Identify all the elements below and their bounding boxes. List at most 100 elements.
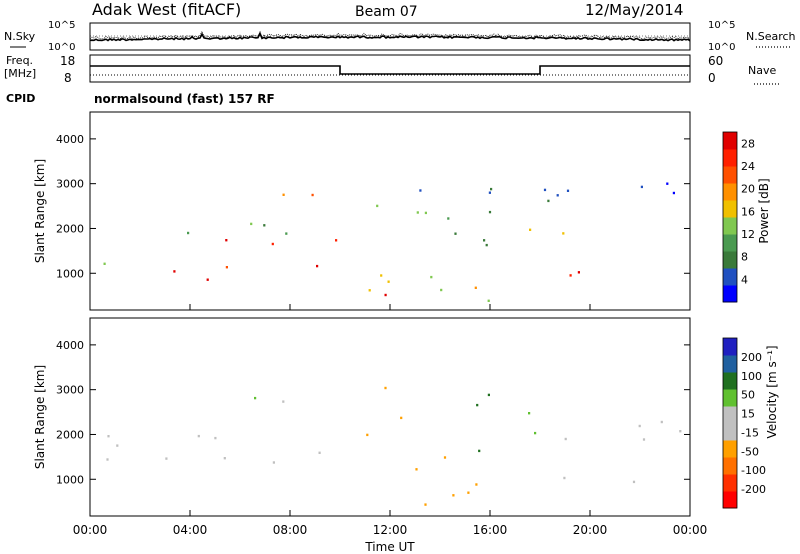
colorbar-swatch — [723, 389, 737, 407]
colorbar-tick-label: 15 — [741, 408, 755, 421]
freq-unit: [MHz] — [4, 67, 36, 80]
colorbar-tick-label: 200 — [741, 351, 762, 364]
power-panel: 1000 2000 3000 4000 Slant Range [km] 4 8 12 16… — [33, 111, 771, 311]
scatter-cell — [366, 433, 369, 437]
scatter-cell — [443, 456, 447, 459]
scatter-cell — [368, 289, 371, 292]
colorbar-tick-label: 24 — [741, 160, 755, 173]
colorbar-swatch — [723, 149, 737, 167]
scatter-cell — [400, 416, 403, 420]
y-tick-label: 4000 — [56, 133, 84, 146]
scatter-cell — [483, 239, 486, 242]
colorbar-tick-label: -50 — [741, 445, 759, 458]
colorbar-tick-label: 28 — [741, 137, 755, 150]
y-tick-label: 2000 — [56, 222, 84, 235]
beam-label: Beam 07 — [355, 4, 418, 20]
colorbar-tick-label: 100 — [741, 370, 762, 383]
scatter-cell — [478, 449, 481, 453]
x-tick-label: 12:00 — [373, 523, 408, 537]
colorbar-swatch — [723, 217, 737, 235]
colorbar-swatch — [723, 285, 737, 303]
scatter-cell — [250, 222, 253, 226]
scatter-cell — [660, 420, 663, 424]
scatter-cell — [528, 412, 531, 415]
scatter-cell — [487, 299, 490, 302]
x-tick-label: 00:00 — [73, 523, 108, 537]
scatter-cell — [475, 483, 478, 486]
scatter-cell — [556, 194, 559, 197]
colorbar-tick-label: 4 — [741, 273, 748, 286]
nave-tick-top: 60 — [708, 54, 723, 68]
cpid-label: CPID — [6, 92, 35, 105]
colorbar-swatch — [723, 251, 737, 269]
scatter-cell — [679, 430, 682, 433]
noise-tick-bottom-right: 10^0 — [708, 42, 735, 53]
scatter-cell — [640, 185, 643, 189]
freq-trace — [90, 65, 690, 75]
power-axes: 1000 2000 3000 4000 — [56, 133, 691, 310]
colorbar-frame — [722, 131, 738, 303]
scatter-cell — [488, 191, 491, 194]
x-tick-label: 04:00 — [173, 523, 208, 537]
colorbar-swatch — [723, 166, 737, 184]
scatter-cell — [223, 457, 226, 460]
scatter-cell — [564, 437, 567, 441]
scatter-cell — [282, 193, 285, 196]
scatter-cell — [384, 293, 387, 297]
scatter-cell — [490, 187, 493, 191]
y-tick-label: 1000 — [56, 267, 84, 280]
scatter-cell — [632, 480, 636, 484]
colorbar-swatch — [723, 491, 737, 509]
scatter-cell — [206, 278, 209, 281]
noise-tick-bottom-left: 10^0 — [48, 42, 75, 53]
scatter-cell — [430, 275, 433, 279]
scatter-cell — [543, 188, 547, 192]
scatter-cell — [562, 232, 565, 235]
scatter-cell — [316, 264, 319, 268]
colorbar-swatch — [723, 474, 737, 492]
noise-tick-top-left: 10^5 — [48, 20, 75, 31]
scatter-cell — [577, 271, 580, 274]
colorbar-swatch — [723, 200, 737, 218]
colorbar-swatch — [723, 338, 737, 356]
velocity-frame — [89, 317, 691, 517]
colorbar-swatch — [723, 423, 737, 441]
power-colorbar-label: Power [dB] — [757, 178, 771, 243]
scatter-cell — [487, 393, 490, 397]
scatter-cell — [642, 438, 646, 441]
scatter-cell — [384, 386, 387, 390]
y-tick-label: 4000 — [56, 339, 84, 352]
colorbar-tick-label: 20 — [741, 183, 755, 196]
x-tick-label: 08:00 — [273, 523, 308, 537]
scatter-cell — [387, 280, 390, 283]
colorbar-tick-label: -100 — [741, 464, 766, 477]
y-tick-label: 3000 — [56, 178, 84, 191]
scatter-cell — [187, 231, 190, 235]
figure-title: Adak West (fitACF) — [92, 0, 241, 19]
freq-tick-top: 18 — [60, 54, 75, 68]
scatter-cell — [529, 228, 532, 231]
scatter-cell — [173, 270, 176, 273]
scatter-cell — [547, 199, 550, 203]
x-tick-label: 16:00 — [473, 523, 508, 537]
velocity-colorbar: 200 100 50 15 -15 -50 -100 -200 — [722, 337, 766, 509]
colorbar-tick-label: 12 — [741, 228, 755, 241]
scatter-cell — [254, 396, 257, 400]
velocity-ylabel: Slant Range [km] — [33, 365, 47, 469]
noise-panel: N.Sky 10^5 10^0 10^5 10^0 N.Search — [4, 20, 796, 53]
scatter-cell — [285, 232, 288, 235]
scatter-cell — [116, 444, 119, 447]
scatter-cell — [416, 211, 419, 214]
scatter-cell — [534, 431, 537, 435]
x-tick-label: 00:00 — [673, 523, 708, 537]
scatter-cell — [311, 193, 314, 197]
scatter-cell — [263, 224, 266, 227]
x-axis-label: Time UT — [364, 540, 415, 554]
scatter-cell — [485, 243, 488, 247]
cpid-text: normalsound (fast) 157 RF — [94, 92, 275, 106]
colorbar-swatch — [723, 440, 737, 458]
scatter-cell — [106, 458, 109, 461]
scatter-cell — [165, 457, 168, 460]
nsearch-label: N.Search — [746, 30, 796, 43]
colorbar-tick-label: -15 — [741, 426, 759, 439]
